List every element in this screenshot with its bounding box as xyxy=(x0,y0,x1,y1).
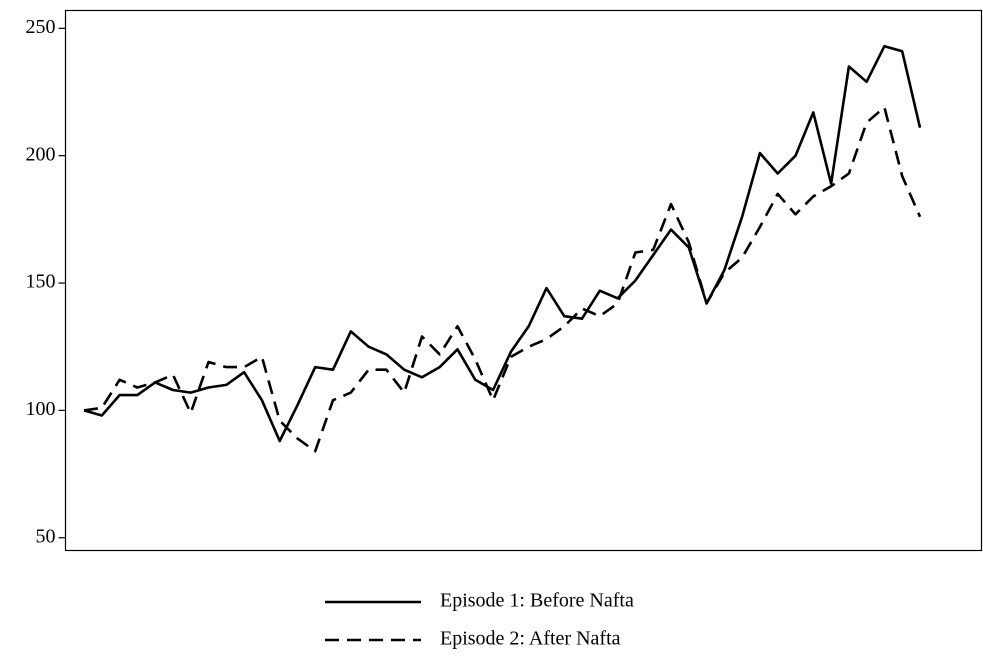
legend-label: Episode 1: Before Nafta xyxy=(440,590,634,612)
y-tick-label: 200 xyxy=(26,143,56,165)
y-tick-label: 250 xyxy=(26,16,56,38)
y-tick-label: 150 xyxy=(26,271,56,293)
legend-label: Episode 2: After Nafta xyxy=(440,628,621,650)
y-tick-label: 50 xyxy=(36,525,56,547)
series-line xyxy=(83,44,922,443)
plot-frame xyxy=(64,9,983,552)
series-line xyxy=(83,106,922,453)
y-tick-label: 100 xyxy=(26,398,56,420)
